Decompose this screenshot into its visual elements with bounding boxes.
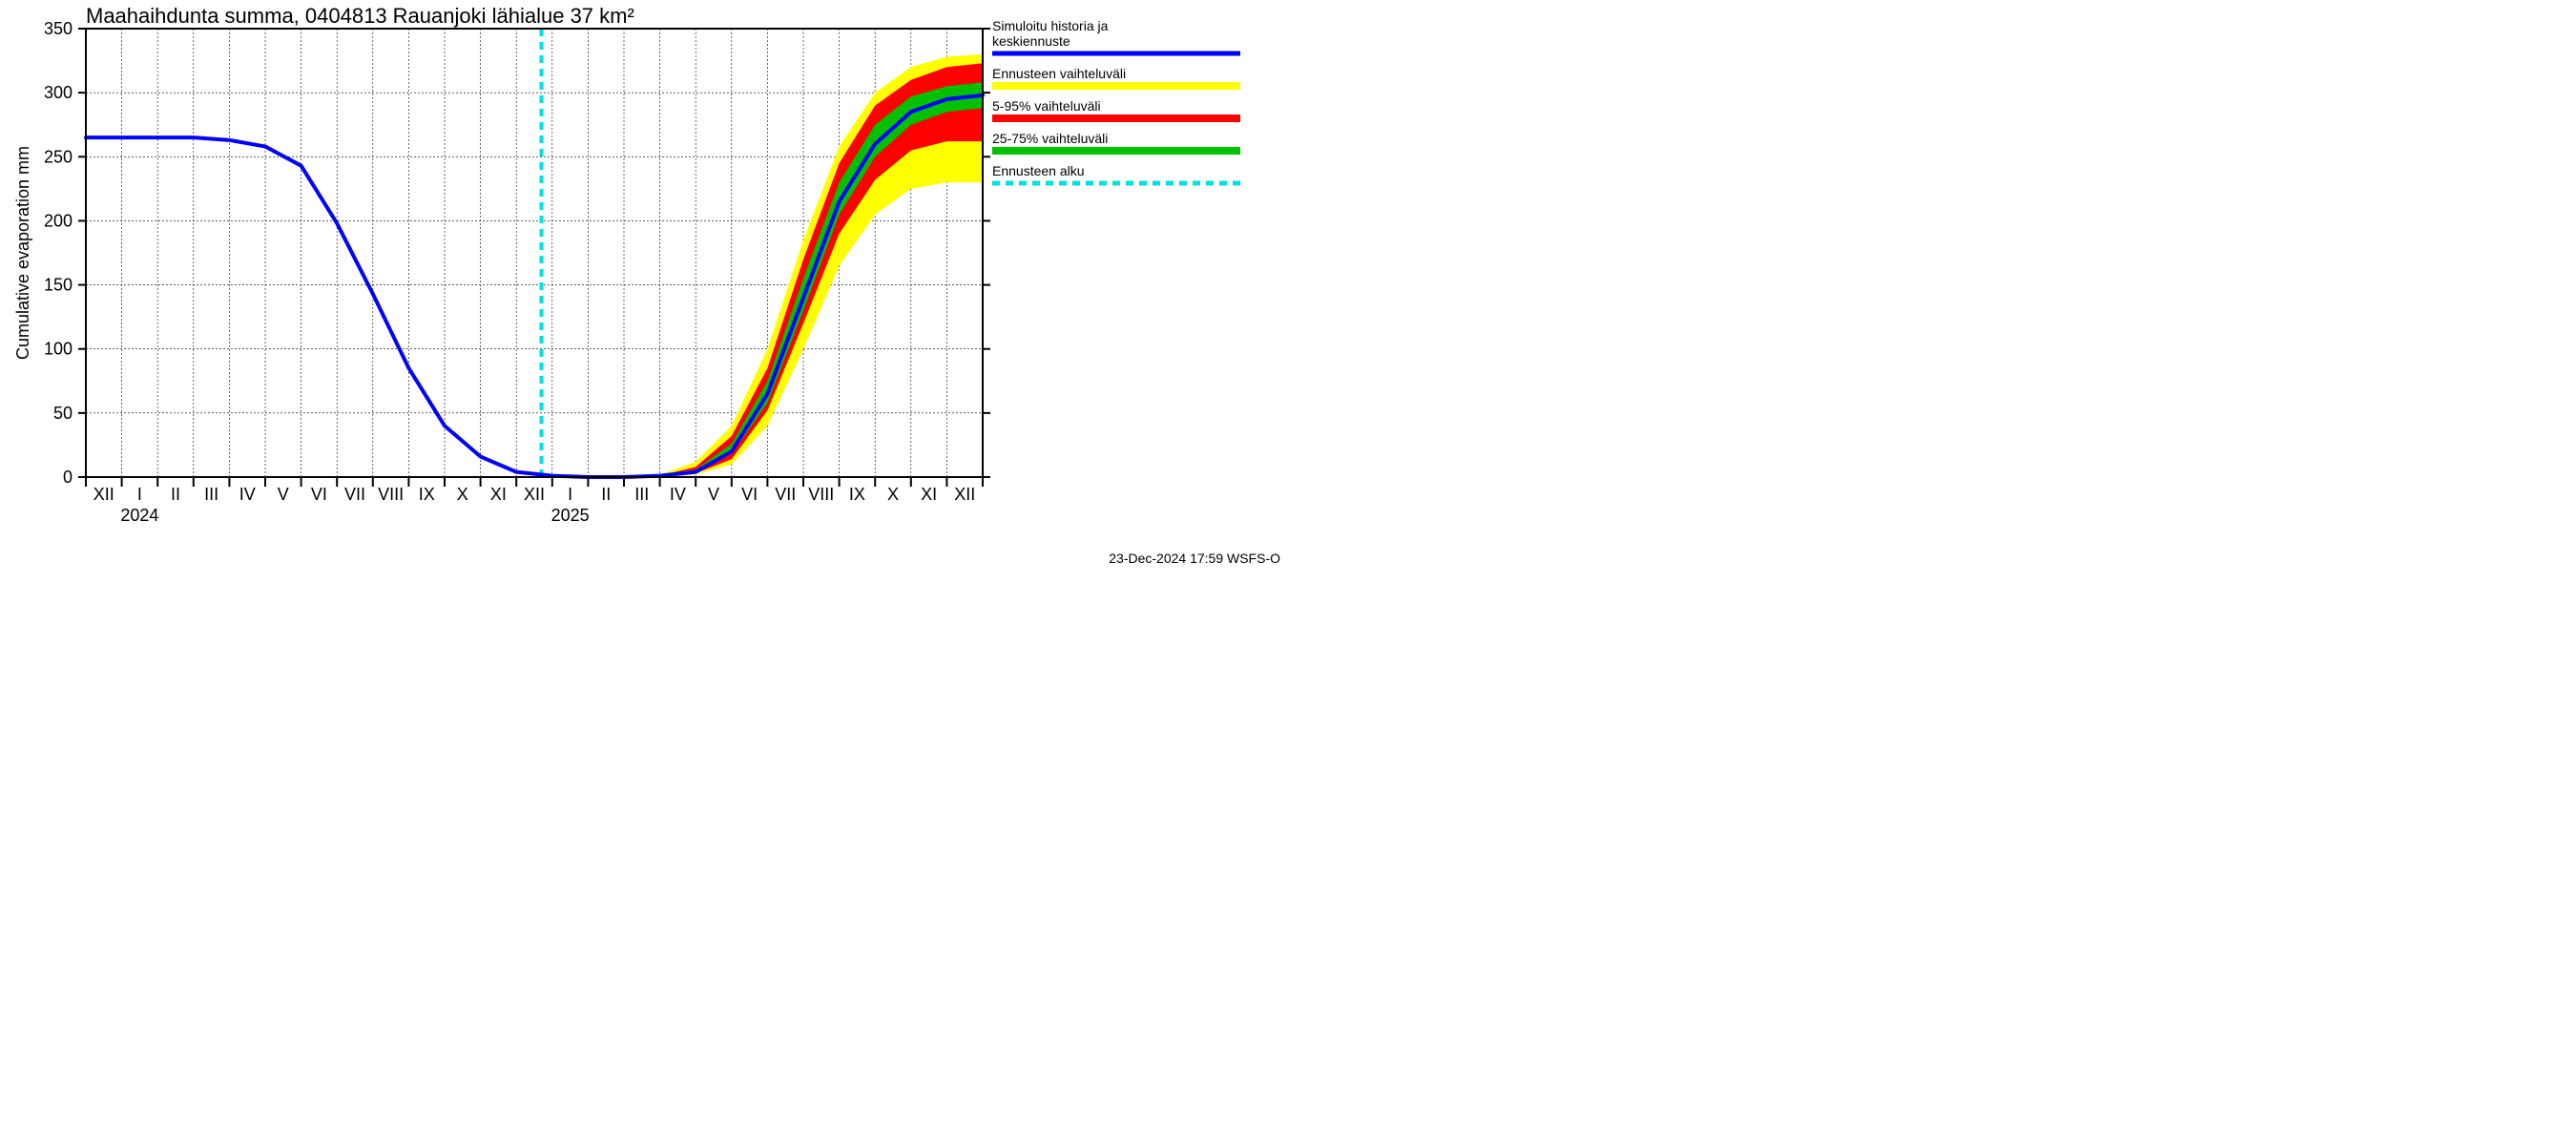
- chart-footer: 23-Dec-2024 17:59 WSFS-O: [1109, 551, 1280, 566]
- x-tick-label: X: [457, 485, 468, 504]
- chart-container: 050100150200250300350XIIIIIIIIIVVVIVIIVI…: [0, 0, 1288, 572]
- x-tick-label: II: [601, 485, 611, 504]
- x-tick-label: IV: [670, 485, 686, 504]
- y-tick-label: 0: [63, 468, 73, 487]
- chart-title: Maahaihdunta summa, 0404813 Rauanjoki lä…: [86, 4, 634, 28]
- legend-label: 25-75% vaihteluväli: [992, 131, 1108, 146]
- x-tick-label: I: [137, 485, 142, 504]
- y-axis-label: Cumulative evaporation mm: [13, 146, 32, 360]
- legend-label: Ennusteen alku: [992, 163, 1085, 178]
- x-tick-label: XI: [490, 485, 507, 504]
- x-tick-label: IV: [239, 485, 256, 504]
- x-year-label: 2025: [551, 506, 590, 525]
- legend-label: Ennusteen vaihteluväli: [992, 66, 1126, 81]
- x-tick-label: III: [204, 485, 218, 504]
- x-tick-label: X: [887, 485, 899, 504]
- legend-label: 5-95% vaihteluväli: [992, 98, 1101, 114]
- x-tick-label: VII: [344, 485, 365, 504]
- legend-label: keskiennuste: [992, 33, 1070, 49]
- x-tick-label: VI: [741, 485, 758, 504]
- x-tick-label: VIII: [808, 485, 834, 504]
- y-tick-label: 300: [44, 83, 73, 102]
- x-tick-label: XI: [921, 485, 937, 504]
- legend-label: Simuloitu historia ja: [992, 18, 1109, 33]
- x-tick-label: V: [278, 485, 289, 504]
- legend-swatch: [992, 147, 1240, 155]
- x-tick-label: XII: [524, 485, 545, 504]
- x-tick-label: I: [568, 485, 572, 504]
- x-tick-label: III: [634, 485, 649, 504]
- x-tick-label: IX: [419, 485, 435, 504]
- y-tick-label: 50: [53, 404, 73, 423]
- x-tick-label: VII: [775, 485, 796, 504]
- y-tick-label: 150: [44, 276, 73, 295]
- legend-swatch: [992, 82, 1240, 90]
- x-tick-label: VIII: [378, 485, 404, 504]
- x-year-label: 2024: [120, 506, 158, 525]
- x-tick-label: VI: [311, 485, 327, 504]
- y-tick-label: 200: [44, 211, 73, 230]
- y-tick-label: 250: [44, 147, 73, 166]
- x-tick-label: V: [708, 485, 719, 504]
- x-tick-label: XII: [93, 485, 114, 504]
- y-tick-label: 100: [44, 340, 73, 359]
- x-tick-label: XII: [954, 485, 975, 504]
- x-tick-label: IX: [849, 485, 865, 504]
- chart-svg: 050100150200250300350XIIIIIIIIIVVVIVIIVI…: [0, 0, 1288, 572]
- legend-swatch: [992, 114, 1240, 122]
- y-tick-label: 350: [44, 19, 73, 38]
- x-tick-label: II: [171, 485, 180, 504]
